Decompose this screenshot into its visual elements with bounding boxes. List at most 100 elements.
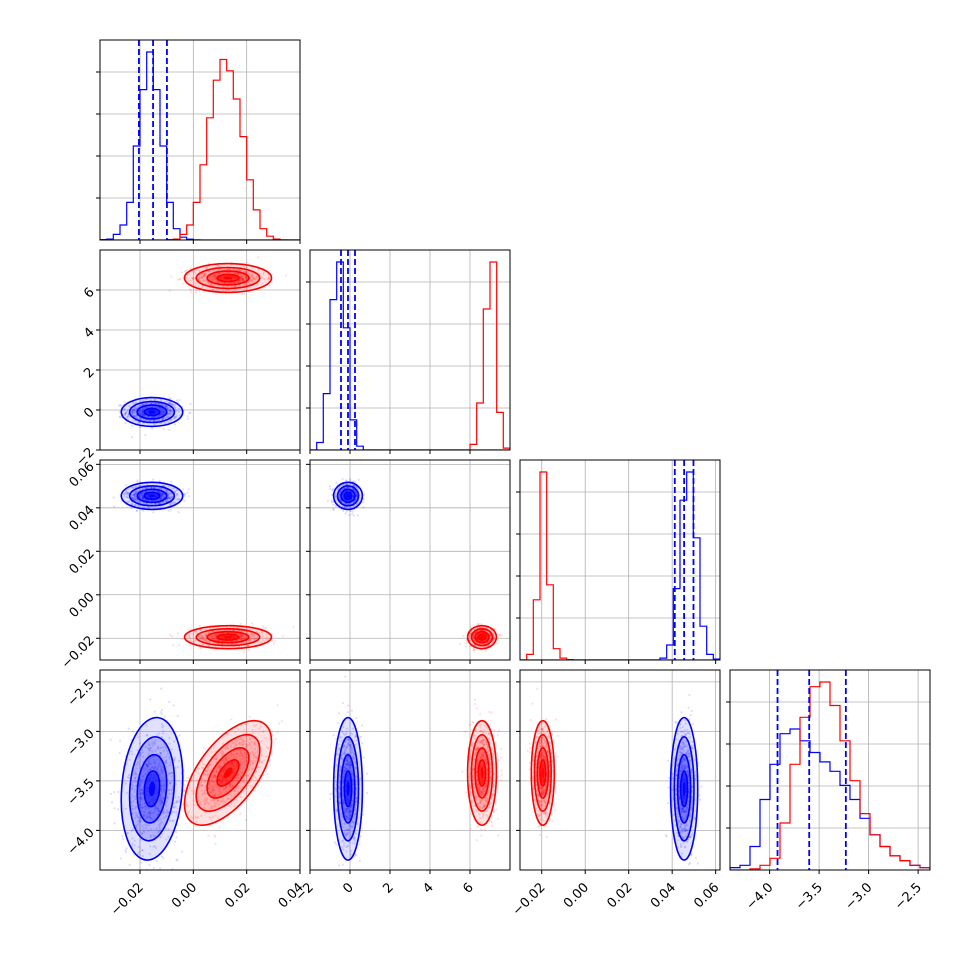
- scatter-point: [238, 279, 241, 282]
- scatter-point: [159, 403, 162, 406]
- panel-2d-3-0: [109, 687, 283, 870]
- scatter-point: [219, 268, 222, 271]
- scatter-point: [251, 279, 254, 282]
- scatter-point: [128, 405, 131, 408]
- scatter-point: [127, 408, 130, 411]
- scatter-point: [133, 415, 136, 418]
- scatter-point: [121, 835, 124, 838]
- scatter-point: [141, 411, 144, 414]
- scatter-point: [353, 514, 356, 517]
- scatter-point: [177, 407, 180, 410]
- scatter-point: [139, 409, 142, 412]
- scatter-point: [131, 411, 134, 414]
- scatter-point: [163, 715, 166, 718]
- scatter-point: [120, 404, 123, 407]
- scatter-point: [208, 270, 211, 273]
- scatter-point: [243, 292, 246, 295]
- scatter-point: [239, 280, 242, 283]
- scatter-point: [128, 864, 131, 867]
- scatter-point: [161, 493, 164, 496]
- scatter-point: [126, 491, 129, 494]
- scatter-point: [214, 276, 217, 280]
- scatter-point: [110, 792, 113, 795]
- scatter-point: [133, 493, 136, 496]
- scatter-point: [173, 416, 176, 419]
- scatter-point: [167, 406, 170, 409]
- scatter-point: [133, 496, 137, 499]
- scatter-point: [134, 406, 137, 409]
- scatter-point: [158, 407, 162, 410]
- scatter-point: [134, 491, 138, 494]
- scatter-point: [341, 477, 344, 480]
- scatter-point: [173, 403, 177, 407]
- scatter-point: [133, 493, 136, 496]
- scatter-point: [171, 410, 174, 413]
- scatter-point: [186, 417, 189, 420]
- scatter-point: [233, 281, 236, 284]
- scatter-point: [131, 496, 134, 500]
- scatter-point: [135, 407, 138, 410]
- scatter-point: [160, 413, 163, 416]
- scatter-point: [153, 710, 156, 713]
- scatter-point: [142, 413, 145, 416]
- scatter-point: [150, 503, 153, 506]
- scatter-point: [241, 278, 244, 281]
- scatter-point: [189, 288, 192, 291]
- scatter-point: [130, 502, 133, 506]
- scatter-point: [141, 413, 144, 417]
- scatter-point: [138, 426, 142, 429]
- scatter-point: [186, 415, 189, 418]
- scatter-point: [223, 282, 226, 285]
- scatter-point: [245, 276, 248, 279]
- scatter-point: [158, 402, 161, 405]
- scatter-point: [151, 416, 155, 419]
- scatter-point: [130, 424, 134, 427]
- scatter-point: [469, 626, 473, 629]
- scatter-point: [241, 278, 244, 281]
- scatter-point: [116, 808, 120, 811]
- scatter-point: [212, 273, 216, 277]
- scatter-point: [261, 625, 264, 628]
- scatter-point: [151, 405, 154, 408]
- scatter-point: [362, 501, 365, 504]
- scatter-point: [243, 270, 246, 273]
- scatter-point: [163, 410, 166, 413]
- scatter-point: [169, 495, 172, 498]
- scatter-point: [119, 857, 122, 860]
- scatter-point: [241, 277, 244, 280]
- scatter-point: [166, 415, 169, 418]
- scatter-point: [237, 280, 240, 283]
- scatter-point: [170, 402, 173, 405]
- scatter-point: [160, 488, 163, 491]
- scatter-point: [142, 414, 145, 417]
- scatter-point: [257, 268, 260, 271]
- scatter-point: [124, 401, 127, 404]
- scatter-point: [139, 418, 142, 421]
- scatter-point: [344, 512, 347, 515]
- scatter-point: [140, 501, 143, 504]
- scatter-point: [201, 276, 204, 279]
- scatter-point: [239, 277, 242, 280]
- scatter-point: [142, 408, 145, 411]
- scatter-point: [169, 508, 172, 511]
- scatter-point: [245, 277, 248, 280]
- scatter-point: [237, 280, 240, 283]
- scatter-point: [159, 407, 162, 411]
- scatter-point: [131, 494, 134, 497]
- scatter-point: [130, 503, 133, 506]
- scatter-point: [163, 404, 166, 407]
- scatter-point: [242, 278, 245, 281]
- scatter-point: [244, 282, 247, 286]
- scatter-point: [167, 401, 170, 404]
- scatter-point: [263, 277, 266, 281]
- scatter-point: [249, 276, 252, 279]
- scatter-point: [200, 274, 203, 277]
- scatter-point: [239, 273, 242, 276]
- scatter-point: [149, 399, 152, 402]
- scatter-point: [326, 500, 330, 503]
- scatter-point: [247, 648, 250, 651]
- scatter-point: [232, 268, 235, 271]
- scatter-point: [135, 415, 138, 418]
- scatter-point: [161, 417, 165, 420]
- scatter-point: [250, 274, 254, 277]
